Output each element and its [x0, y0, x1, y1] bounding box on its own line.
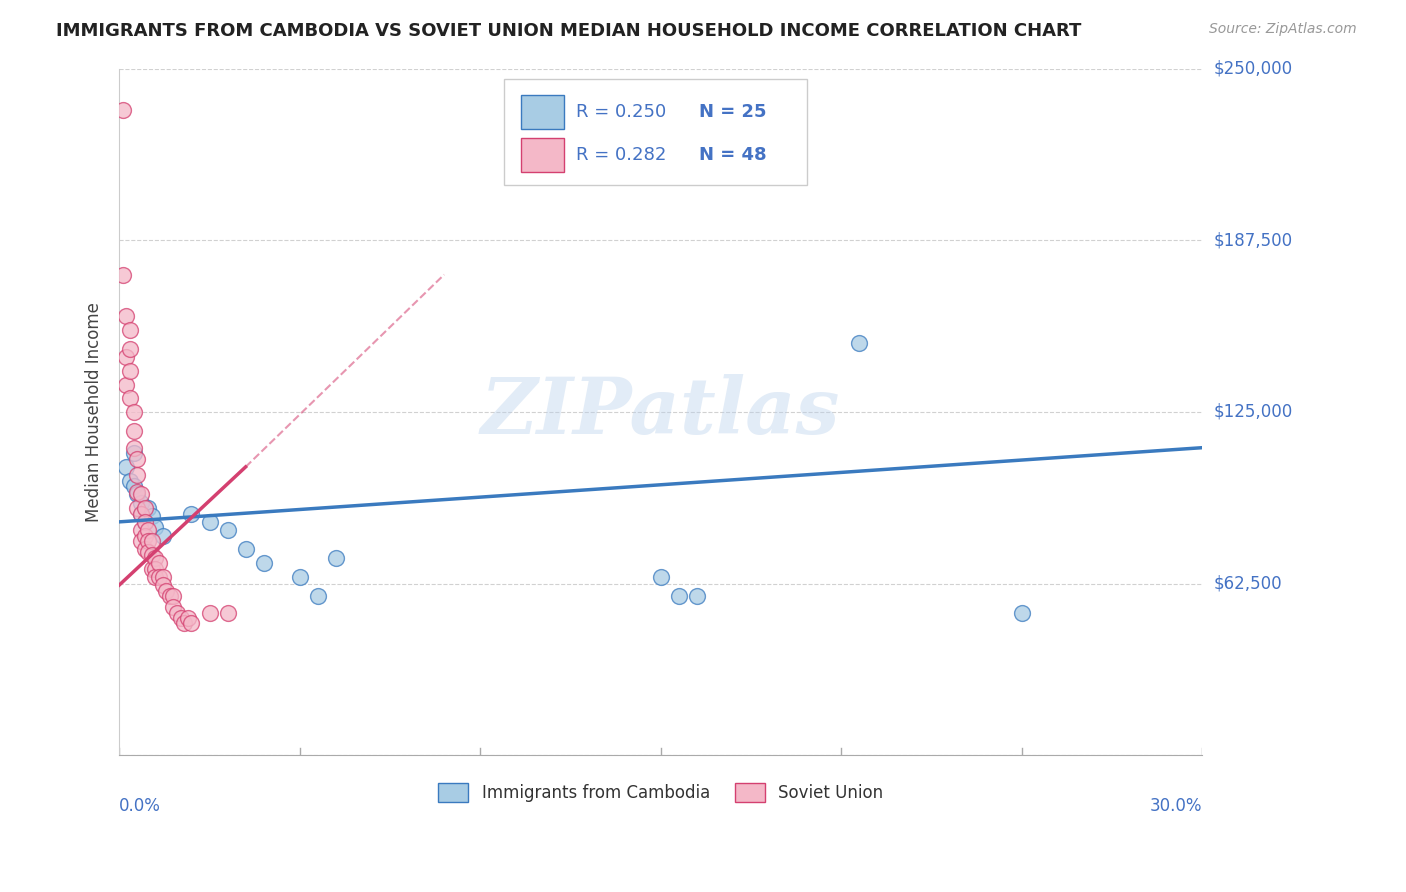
- Point: [307, 589, 329, 603]
- Point: [115, 459, 138, 474]
- Text: R = 0.282: R = 0.282: [576, 146, 666, 164]
- Point: [127, 451, 149, 466]
- Point: [162, 600, 184, 615]
- Text: 0.0%: 0.0%: [120, 797, 162, 814]
- Point: [120, 364, 142, 378]
- Point: [217, 523, 239, 537]
- Text: $62,500: $62,500: [1213, 574, 1282, 592]
- Point: [122, 446, 145, 460]
- Point: [120, 322, 142, 336]
- Point: [129, 507, 152, 521]
- Point: [180, 616, 202, 631]
- Point: [115, 309, 138, 323]
- Text: 30.0%: 30.0%: [1150, 797, 1202, 814]
- Point: [198, 606, 221, 620]
- Point: [155, 583, 177, 598]
- Y-axis label: Median Household Income: Median Household Income: [86, 302, 103, 522]
- Point: [668, 589, 690, 603]
- Point: [129, 487, 152, 501]
- Point: [145, 520, 167, 534]
- FancyBboxPatch shape: [522, 95, 564, 129]
- Point: [325, 550, 347, 565]
- Point: [120, 474, 142, 488]
- Point: [145, 570, 167, 584]
- Point: [148, 556, 170, 570]
- Point: [148, 570, 170, 584]
- Point: [152, 578, 174, 592]
- Point: [134, 542, 156, 557]
- Text: IMMIGRANTS FROM CAMBODIA VS SOVIET UNION MEDIAN HOUSEHOLD INCOME CORRELATION CHA: IMMIGRANTS FROM CAMBODIA VS SOVIET UNION…: [56, 22, 1081, 40]
- Point: [111, 268, 134, 282]
- Legend: Immigrants from Cambodia, Soviet Union: Immigrants from Cambodia, Soviet Union: [432, 776, 890, 809]
- Point: [162, 589, 184, 603]
- Point: [120, 391, 142, 405]
- Point: [159, 589, 181, 603]
- Text: Source: ZipAtlas.com: Source: ZipAtlas.com: [1209, 22, 1357, 37]
- Point: [120, 342, 142, 356]
- Point: [145, 550, 167, 565]
- Point: [129, 534, 152, 549]
- Point: [217, 606, 239, 620]
- Text: N = 48: N = 48: [699, 146, 766, 164]
- Point: [136, 501, 159, 516]
- Point: [134, 515, 156, 529]
- Text: R = 0.250: R = 0.250: [576, 103, 666, 120]
- Point: [198, 515, 221, 529]
- Text: $250,000: $250,000: [1213, 60, 1292, 78]
- Point: [115, 377, 138, 392]
- Point: [129, 523, 152, 537]
- Point: [650, 570, 672, 584]
- Text: $125,000: $125,000: [1213, 403, 1292, 421]
- Point: [180, 507, 202, 521]
- Point: [115, 350, 138, 364]
- Point: [136, 534, 159, 549]
- Point: [122, 479, 145, 493]
- Point: [848, 336, 870, 351]
- Point: [253, 556, 276, 570]
- FancyBboxPatch shape: [503, 78, 807, 186]
- Point: [134, 501, 156, 516]
- Point: [141, 548, 163, 562]
- Point: [166, 606, 188, 620]
- Point: [127, 484, 149, 499]
- Point: [1011, 606, 1033, 620]
- Point: [235, 542, 257, 557]
- Point: [127, 487, 149, 501]
- Point: [141, 509, 163, 524]
- Point: [141, 561, 163, 575]
- Point: [122, 441, 145, 455]
- Text: N = 25: N = 25: [699, 103, 766, 120]
- Point: [169, 611, 191, 625]
- Point: [686, 589, 709, 603]
- Point: [152, 528, 174, 542]
- Point: [288, 570, 311, 584]
- Point: [141, 534, 163, 549]
- FancyBboxPatch shape: [522, 138, 564, 172]
- Point: [129, 495, 152, 509]
- Point: [173, 616, 195, 631]
- Point: [129, 507, 152, 521]
- Point: [122, 405, 145, 419]
- Point: [134, 515, 156, 529]
- Point: [152, 570, 174, 584]
- Point: [127, 501, 149, 516]
- Point: [127, 468, 149, 483]
- Point: [134, 528, 156, 542]
- Point: [145, 561, 167, 575]
- Point: [136, 545, 159, 559]
- Point: [177, 611, 200, 625]
- Point: [136, 523, 159, 537]
- Point: [122, 424, 145, 438]
- Text: $187,500: $187,500: [1213, 231, 1292, 249]
- Point: [111, 103, 134, 117]
- Text: ZIPatlas: ZIPatlas: [481, 374, 841, 450]
